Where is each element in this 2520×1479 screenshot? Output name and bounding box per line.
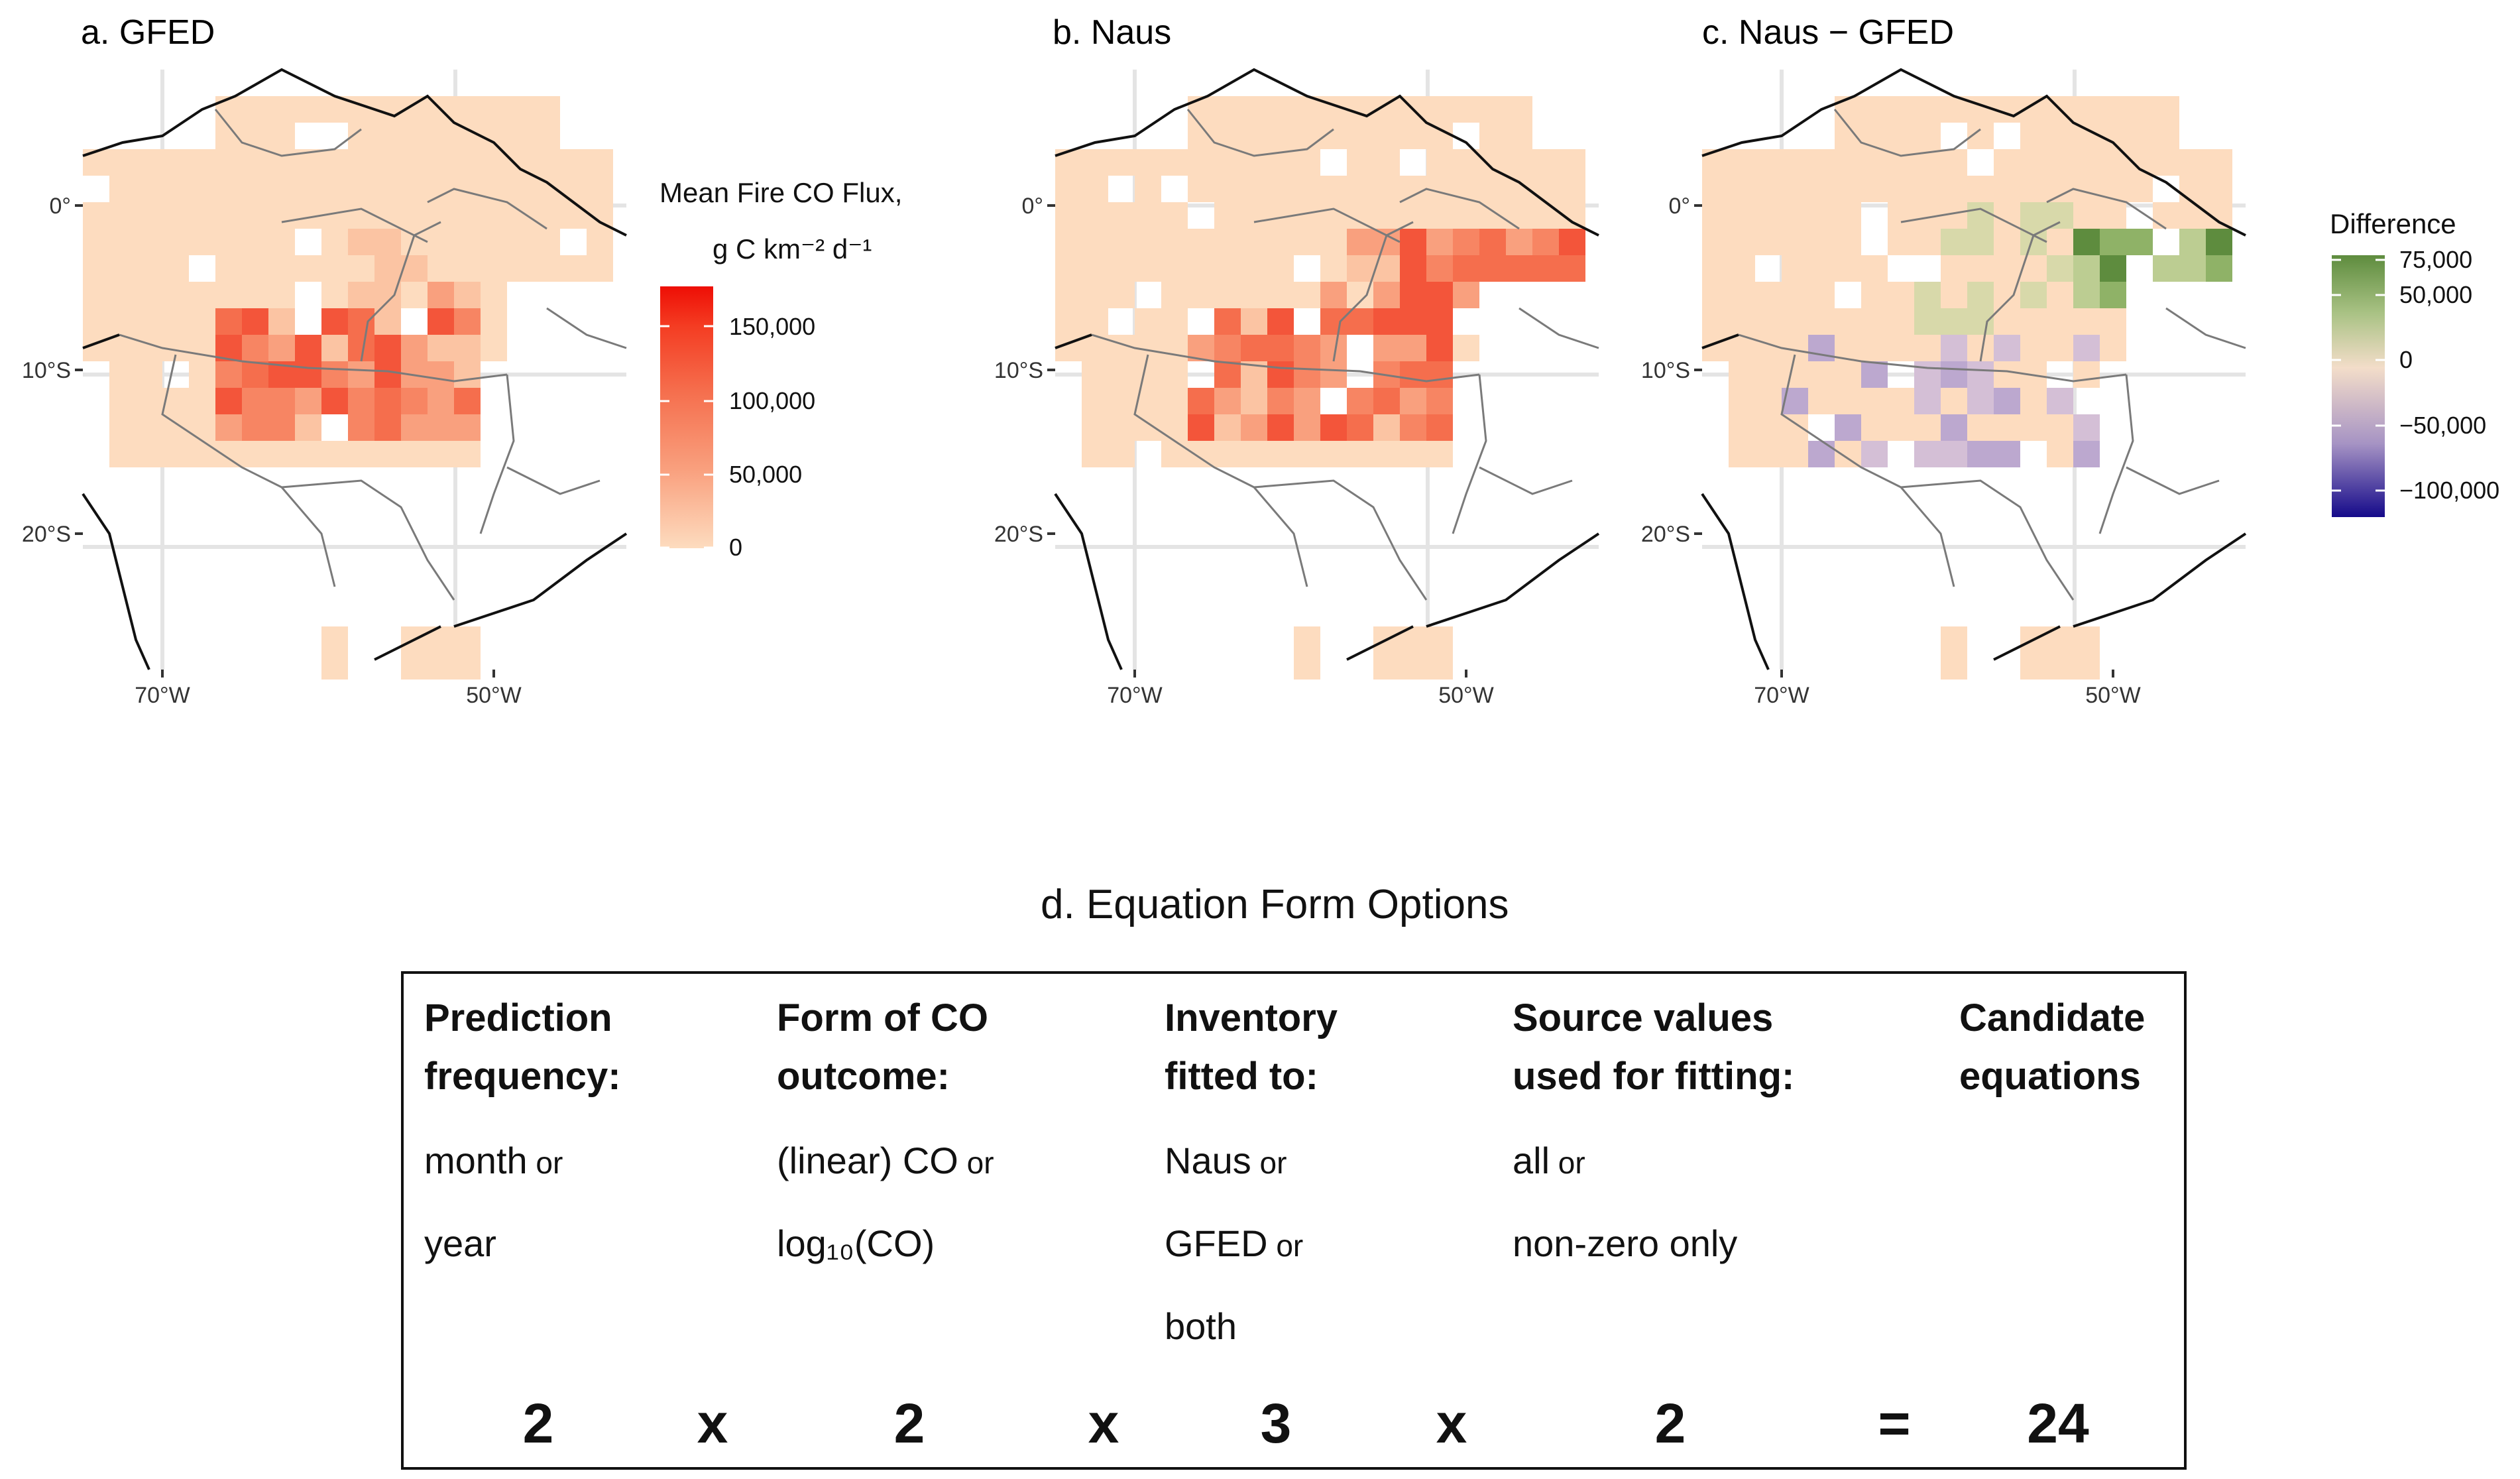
legend-flux-tick: 100,000 (729, 387, 815, 414)
legend-diff-tick: −100,000 (2399, 477, 2499, 504)
x-tick-label: 70°W (1107, 683, 1163, 708)
candidate-total: 24 (2027, 1392, 2089, 1454)
table-multiplication-row: 2 x 2 x 3 x 2 = 24 (523, 1392, 2089, 1454)
y-tick-label: 10°S (994, 358, 1043, 383)
y-tick-label: 0° (1021, 194, 1043, 219)
x-tick-label: 50°W (466, 683, 522, 708)
option: GFED or (1165, 1222, 1303, 1264)
x-tick-label: 70°W (1754, 683, 1809, 708)
table-column-co-outcome: Form of CO outcome: (linear) CO or log₁₀… (777, 996, 994, 1264)
column-heading: Prediction (424, 996, 612, 1039)
column-heading: used for fitting: (1513, 1055, 1794, 1098)
y-tick-label: 10°S (22, 358, 71, 383)
map-panel-naus (1054, 68, 1600, 680)
column-heading: Candidate (1959, 996, 2145, 1039)
column-heading: equations (1959, 1055, 2141, 1098)
legend-diff-tick: −50,000 (2399, 412, 2486, 439)
y-tick-label: 20°S (1641, 522, 1690, 547)
table-column-candidate-equations: Candidate equations (1959, 996, 2145, 1098)
operator-times: x (1088, 1392, 1119, 1454)
x-tick-label: 50°W (1438, 683, 1494, 708)
x-tick-label: 70°W (135, 683, 190, 708)
factor-inventory: 3 (1261, 1392, 1292, 1454)
column-heading: fitted to: (1165, 1055, 1318, 1098)
x-tick-label: 50°W (2085, 683, 2141, 708)
table-title: d. Equation Form Options (1041, 882, 1509, 927)
legend-flux-colorbar (660, 286, 713, 548)
factor-prediction-frequency: 2 (523, 1392, 554, 1454)
factor-source-values: 2 (1655, 1392, 1686, 1454)
option: Naus or (1165, 1140, 1287, 1181)
option: year (424, 1222, 496, 1264)
option: both (1165, 1305, 1237, 1347)
map-panel-gfed (82, 68, 628, 680)
legend-flux-tick: 50,000 (729, 461, 802, 488)
option: month or (424, 1140, 563, 1181)
legend-diff-colorbar (2332, 255, 2385, 517)
column-heading: Inventory (1165, 996, 1338, 1039)
operator-equals: = (1878, 1392, 1910, 1454)
option: log₁₀(CO) (777, 1222, 935, 1264)
legend-diff-title: Difference (2330, 208, 2456, 239)
panel-a-label: a. GFED (81, 13, 215, 52)
option: non-zero only (1513, 1222, 1737, 1264)
operator-times: x (697, 1392, 728, 1454)
option: (linear) CO or (777, 1140, 994, 1181)
legend-diff-tick: 0 (2399, 346, 2413, 373)
column-heading: Source values (1513, 996, 1773, 1039)
option: all or (1513, 1140, 1585, 1181)
map-panel-difference (1701, 68, 2247, 680)
y-tick-label: 0° (1668, 194, 1690, 219)
table-frame (401, 971, 2187, 1470)
legend-flux-tick: 0 (729, 534, 742, 561)
factor-co-outcome: 2 (894, 1392, 925, 1454)
panel-b-label: b. Naus (1053, 13, 1171, 52)
y-tick-label: 20°S (22, 522, 71, 547)
table-column-source-values: Source values used for fitting: all or n… (1513, 996, 1794, 1264)
legend-flux-tick: 150,000 (729, 313, 815, 340)
legend-diff-tick: 75,000 (2399, 246, 2472, 273)
panel-c-label: c. Naus − GFED (1702, 13, 1954, 52)
operator-times: x (1436, 1392, 1467, 1454)
legend-fire-co-flux: Mean Fire CO Flux, g C km⁻² d⁻¹ 150,000 … (659, 177, 902, 561)
legend-flux-title-line1: Mean Fire CO Flux, (659, 177, 902, 208)
legend-difference: Difference 75,000 50,000 0 −50,000 −100,… (2330, 208, 2499, 517)
column-heading: Form of CO (777, 996, 988, 1039)
table-column-prediction-frequency: Prediction frequency: month or year (424, 996, 621, 1264)
legend-diff-tick: 50,000 (2399, 281, 2472, 308)
y-tick-label: 0° (49, 194, 71, 219)
column-heading: outcome: (777, 1055, 950, 1098)
y-tick-label: 20°S (994, 522, 1043, 547)
y-tick-label: 10°S (1641, 358, 1690, 383)
legend-flux-title-line2: g C km⁻² d⁻¹ (713, 233, 872, 265)
column-heading: frequency: (424, 1055, 621, 1098)
table-column-inventory: Inventory fitted to: Naus or GFED or bot… (1165, 996, 1338, 1347)
